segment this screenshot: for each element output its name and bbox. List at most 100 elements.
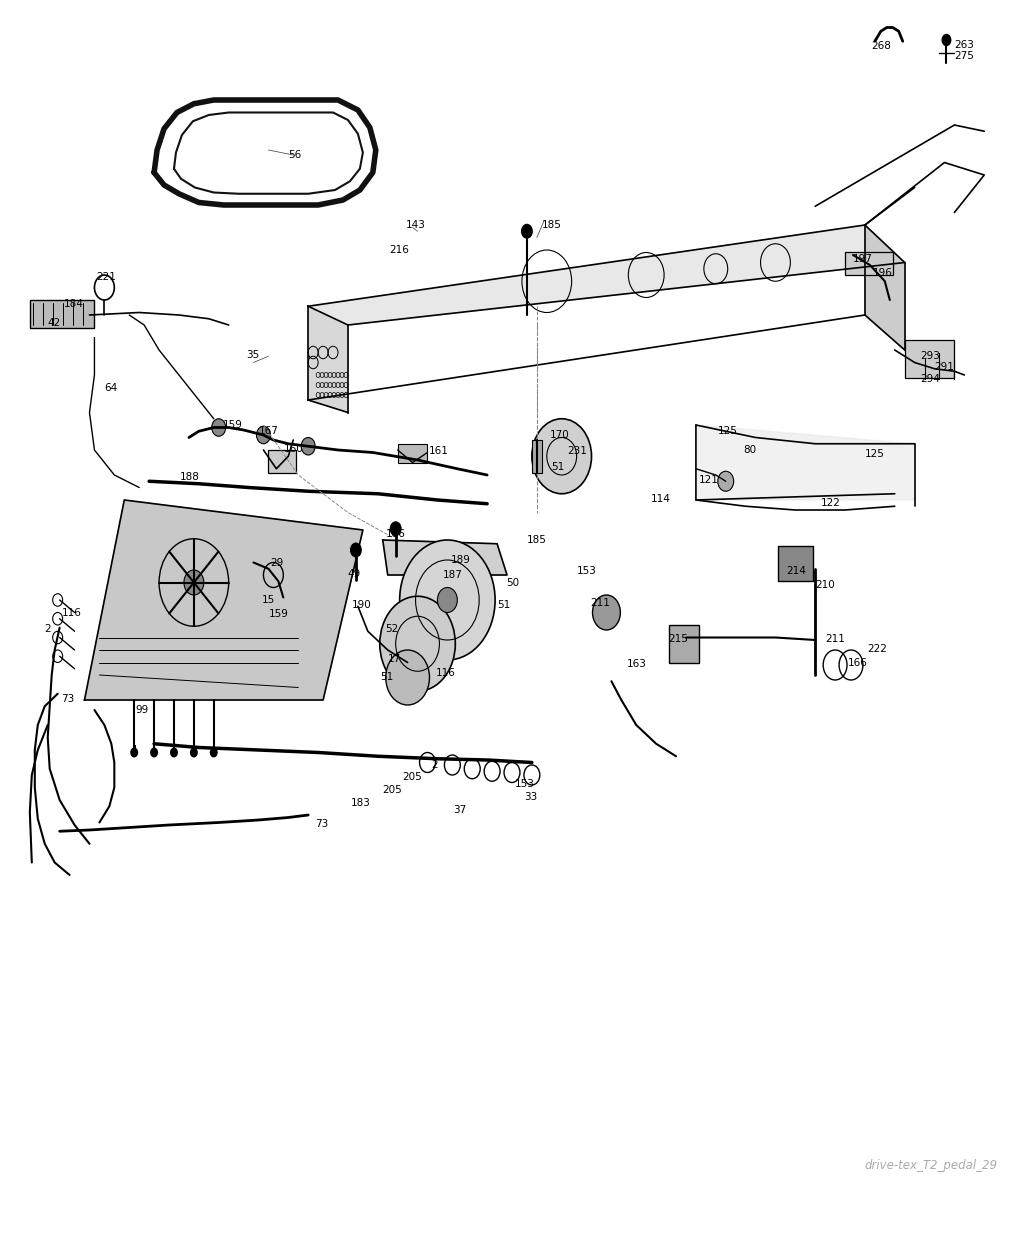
Polygon shape [308, 225, 904, 325]
Circle shape [531, 419, 592, 494]
Text: 153: 153 [515, 779, 535, 789]
Text: 17: 17 [388, 654, 401, 664]
Text: 183: 183 [351, 798, 371, 808]
Text: 197: 197 [853, 254, 872, 264]
Text: 80: 80 [743, 445, 757, 455]
Circle shape [130, 748, 138, 758]
Text: 122: 122 [821, 498, 841, 508]
Text: 143: 143 [406, 220, 426, 230]
Bar [778, 546, 813, 581]
Text: 188: 188 [180, 472, 200, 482]
Text: 125: 125 [865, 449, 885, 459]
Text: 293: 293 [921, 351, 940, 361]
Text: 64: 64 [104, 382, 118, 392]
Circle shape [521, 224, 532, 239]
Text: 159: 159 [268, 609, 289, 619]
Text: 294: 294 [921, 374, 940, 384]
Circle shape [256, 426, 270, 444]
Text: 211: 211 [825, 634, 845, 644]
Text: 291: 291 [935, 362, 954, 372]
Circle shape [399, 540, 495, 660]
Text: 121: 121 [699, 475, 719, 485]
Bar [845, 253, 893, 275]
Text: 50: 50 [506, 578, 519, 587]
Text: 275: 275 [954, 51, 974, 61]
Polygon shape [85, 500, 362, 700]
Circle shape [151, 748, 158, 758]
Text: 268: 268 [870, 41, 891, 51]
Text: drive-tex_T2_pedal_29: drive-tex_T2_pedal_29 [865, 1159, 998, 1171]
Text: 2: 2 [431, 760, 438, 770]
Text: 170: 170 [550, 430, 569, 440]
Text: 263: 263 [954, 40, 974, 50]
Bar [30, 300, 94, 328]
Circle shape [718, 471, 733, 491]
Text: 210: 210 [815, 580, 835, 590]
Text: 15: 15 [261, 595, 274, 605]
Text: 187: 187 [442, 570, 462, 580]
Text: 189: 189 [451, 555, 470, 565]
Text: 125: 125 [718, 426, 737, 436]
Circle shape [301, 438, 315, 455]
Circle shape [212, 419, 225, 436]
Bar [268, 450, 296, 472]
Text: 42: 42 [48, 318, 61, 328]
Text: 116: 116 [61, 608, 82, 618]
Text: 161: 161 [428, 446, 449, 456]
Text: 184: 184 [63, 299, 84, 309]
Text: 186: 186 [386, 529, 406, 539]
Circle shape [380, 596, 456, 691]
Text: 51: 51 [380, 672, 393, 682]
Text: 1: 1 [132, 745, 139, 755]
Text: 2: 2 [45, 624, 51, 634]
Text: 116: 116 [435, 668, 456, 678]
Text: 215: 215 [668, 634, 688, 644]
Text: 211: 211 [591, 598, 610, 608]
Text: 35: 35 [247, 350, 260, 360]
Text: 99: 99 [135, 705, 148, 715]
Text: 196: 196 [872, 268, 893, 278]
Text: 205: 205 [402, 772, 422, 782]
Bar [397, 444, 427, 462]
Text: 37: 37 [454, 805, 467, 815]
Circle shape [189, 748, 198, 758]
Text: 160: 160 [284, 444, 303, 454]
Text: 185: 185 [542, 220, 562, 230]
Text: 214: 214 [786, 566, 806, 576]
Text: 167: 167 [258, 426, 279, 436]
Text: 153: 153 [577, 566, 597, 576]
Text: 185: 185 [527, 535, 547, 545]
Circle shape [386, 650, 429, 705]
Text: 222: 222 [867, 644, 887, 654]
Text: 166: 166 [848, 658, 868, 668]
Polygon shape [383, 540, 507, 575]
Text: 33: 33 [524, 792, 538, 802]
Text: 159: 159 [222, 420, 243, 430]
Text: 73: 73 [315, 819, 329, 829]
Circle shape [941, 34, 951, 46]
Circle shape [350, 542, 361, 558]
Bar [531, 440, 542, 472]
Polygon shape [308, 306, 348, 412]
Circle shape [184, 570, 204, 595]
Text: 205: 205 [382, 785, 401, 795]
Circle shape [437, 588, 458, 612]
Circle shape [210, 748, 218, 758]
Circle shape [593, 595, 621, 630]
Text: 52: 52 [385, 624, 398, 634]
Text: 163: 163 [627, 659, 646, 669]
Polygon shape [865, 225, 904, 350]
Text: 190: 190 [352, 600, 372, 610]
Text: 56: 56 [289, 150, 301, 160]
Text: 73: 73 [60, 694, 74, 704]
Text: 221: 221 [96, 272, 117, 282]
Text: 49: 49 [347, 569, 360, 579]
Text: 231: 231 [567, 446, 588, 456]
Polygon shape [696, 425, 914, 500]
Bar [904, 340, 954, 377]
Text: 51: 51 [497, 600, 510, 610]
Text: 216: 216 [390, 245, 410, 255]
Circle shape [390, 521, 401, 536]
Text: 29: 29 [270, 558, 284, 568]
Bar [669, 625, 699, 662]
